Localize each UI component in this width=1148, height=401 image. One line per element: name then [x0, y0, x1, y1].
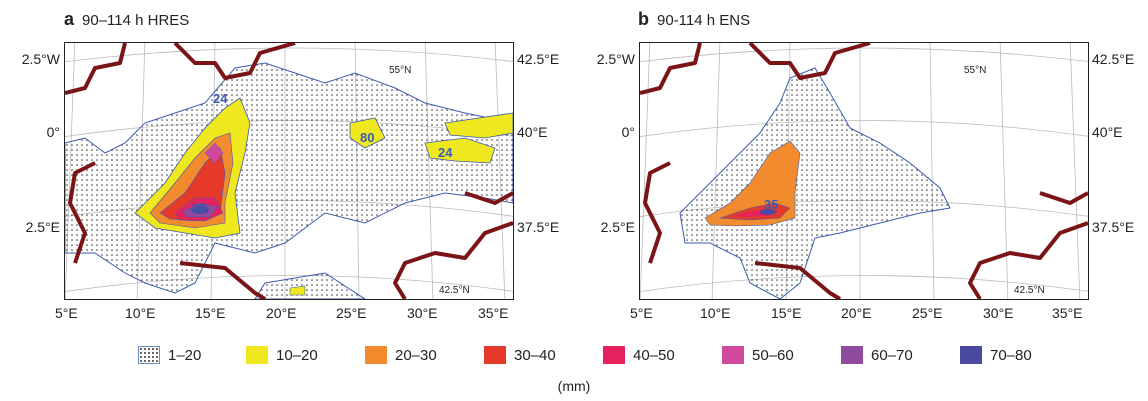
panel-b-lon-35: 35°E — [1052, 305, 1083, 321]
legend-swatch-50-60 — [722, 346, 744, 364]
panel-b-map-svg: 55°N 42.5°N 35 — [640, 43, 1088, 299]
panel-b-right-label-2: 40°E — [1092, 124, 1123, 140]
legend-label-1-20: 1–20 — [168, 347, 202, 364]
panel-a-lon-5: 5°E — [55, 305, 78, 321]
panel-a-max-24-east: 24 — [438, 145, 453, 160]
panel-b-title: 90-114 h ENS — [657, 12, 751, 29]
legend-label-10-20: 10–20 — [276, 347, 318, 364]
panel-a-right-label-1: 42.5°E — [517, 51, 560, 67]
panel-b-coastlines — [640, 43, 1088, 299]
legend-swatch-30-40 — [484, 346, 506, 364]
panel-a-lon-10: 10°E — [125, 305, 156, 321]
panel-a-map: 55°N 42.5°N 80 24 24 77 — [64, 42, 514, 300]
panel-b-lon-20: 20°E — [841, 305, 872, 321]
panel-b-precip-30-60 — [719, 202, 791, 221]
panel-b-header: b 90-114 h ENS — [638, 9, 750, 30]
panel-a-lon-15: 15°E — [195, 305, 226, 321]
panel-a-lat-42: 42.5°N — [439, 285, 470, 296]
panel-b-letter: b — [638, 9, 649, 29]
panel-a-precip-1-20 — [65, 62, 513, 299]
panel-a-max-24-north: 24 — [213, 91, 228, 106]
legend-swatch-1-20 — [138, 346, 160, 364]
panel-a-lat-55: 55°N — [389, 65, 411, 76]
panel-b-left-label-3: 2.5°E — [600, 219, 635, 235]
panel-a-map-svg: 55°N 42.5°N 80 24 24 77 — [65, 43, 513, 299]
panel-a-right-label-3: 37.5°E — [517, 219, 560, 235]
panel-a-left-label-3: 2.5°E — [25, 219, 60, 235]
panel-b-precip-1-20 — [679, 67, 951, 299]
legend-units: (mm) — [557, 378, 591, 394]
legend-label-50-60: 50–60 — [752, 347, 794, 364]
panel-b-lon-15: 15°E — [771, 305, 802, 321]
panel-b-lat-55: 55°N — [964, 65, 986, 76]
panel-a-lon-25: 25°E — [336, 305, 367, 321]
panel-b-lat-42: 42.5°N — [1014, 285, 1045, 296]
panel-b-lon-25: 25°E — [912, 305, 943, 321]
legend-label-40-50: 40–50 — [633, 347, 675, 364]
panel-a-precip-60-80 — [182, 202, 218, 218]
panel-b-left-label-2: 0° — [621, 124, 635, 140]
legend-label-20-30: 20–30 — [395, 347, 437, 364]
panel-a-left-label-2: 0° — [46, 124, 60, 140]
legend-label-60-70: 60–70 — [871, 347, 913, 364]
legend-swatch-70-80 — [960, 346, 982, 364]
panel-b-right-label-1: 42.5°E — [1092, 51, 1135, 67]
panel-b-right-label-3: 37.5°E — [1092, 219, 1135, 235]
legend-label-30-40: 30–40 — [514, 347, 556, 364]
panel-a-lon-35: 35°E — [478, 305, 509, 321]
legend-label-70-80: 70–80 — [990, 347, 1032, 364]
panel-a-lon-30: 30°E — [407, 305, 438, 321]
panel-b-lon-5: 5°E — [630, 305, 653, 321]
panel-a-title: 90–114 h HRES — [82, 12, 190, 29]
panel-a-letter: a — [64, 9, 75, 29]
legend-swatch-10-20 — [246, 346, 268, 364]
panel-b-lon-10: 10°E — [700, 305, 731, 321]
panel-b-max-35: 35 — [764, 197, 778, 212]
legend-swatch-60-70 — [841, 346, 863, 364]
panel-b-lon-30: 30°E — [983, 305, 1014, 321]
legend-swatch-40-50 — [603, 346, 625, 364]
panel-a-header: a 90–114 h HRES — [64, 9, 189, 30]
panel-a-coastlines — [65, 43, 513, 299]
panel-a-max-80: 80 — [360, 130, 374, 145]
legend-swatch-20-30 — [365, 346, 387, 364]
panel-a-left-label-1: 2.5°W — [21, 51, 60, 67]
panel-a-max-77: 77 — [192, 201, 206, 216]
panel-b-left-label-1: 2.5°W — [596, 51, 635, 67]
panel-a-right-label-2: 40°E — [517, 124, 548, 140]
panel-a-lon-20: 20°E — [266, 305, 297, 321]
panel-b-map: 55°N 42.5°N 35 — [639, 42, 1089, 300]
